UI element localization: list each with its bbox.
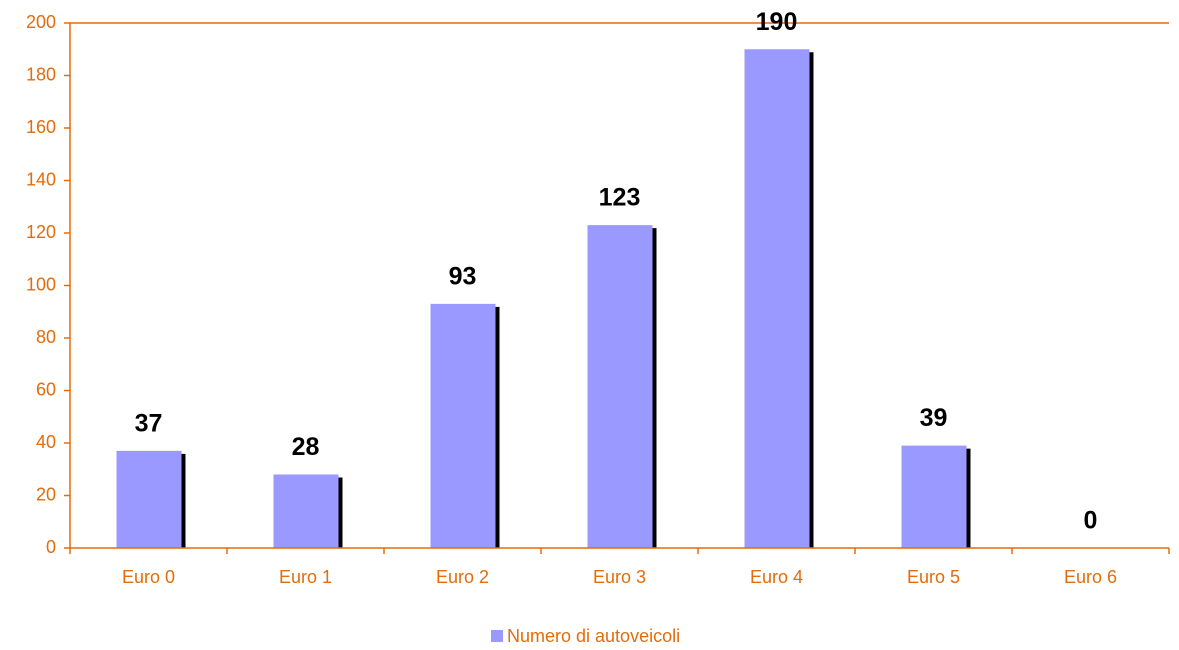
- bar: [587, 225, 653, 548]
- y-tick-label: 100: [26, 274, 56, 294]
- y-tick-label: 120: [26, 222, 56, 242]
- bar: [116, 450, 182, 548]
- data-label: 37: [135, 409, 163, 437]
- legend-label: Numero di autoveicoli: [507, 626, 680, 646]
- x-tick-label: Euro 4: [750, 567, 803, 587]
- y-tick-label: 180: [26, 64, 56, 84]
- x-tick-label: Euro 0: [122, 567, 175, 587]
- legend-swatch: [491, 630, 503, 642]
- data-label: 0: [1084, 507, 1098, 535]
- bar: [273, 474, 339, 548]
- data-label: 39: [920, 404, 948, 432]
- bar: [430, 303, 496, 548]
- y-tick-label: 80: [36, 327, 56, 347]
- x-tick-label: Euro 2: [436, 567, 489, 587]
- y-tick-label: 20: [36, 484, 56, 504]
- x-tick-label: Euro 1: [279, 567, 332, 587]
- data-label: 190: [756, 8, 798, 36]
- x-tick-label: Euro 3: [593, 567, 646, 587]
- data-label: 28: [292, 433, 320, 461]
- data-label: 93: [449, 262, 477, 290]
- x-tick-label: Euro 5: [907, 567, 960, 587]
- data-label: 123: [599, 184, 641, 212]
- bar: [744, 49, 810, 548]
- y-tick-label: 160: [26, 117, 56, 137]
- x-tick-label: Euro 6: [1064, 567, 1117, 587]
- y-tick-label: 200: [26, 12, 56, 32]
- y-tick-label: 60: [36, 379, 56, 399]
- bar: [901, 445, 967, 548]
- y-tick-label: 140: [26, 169, 56, 189]
- y-tick-label: 0: [46, 537, 56, 557]
- y-tick-label: 40: [36, 432, 56, 452]
